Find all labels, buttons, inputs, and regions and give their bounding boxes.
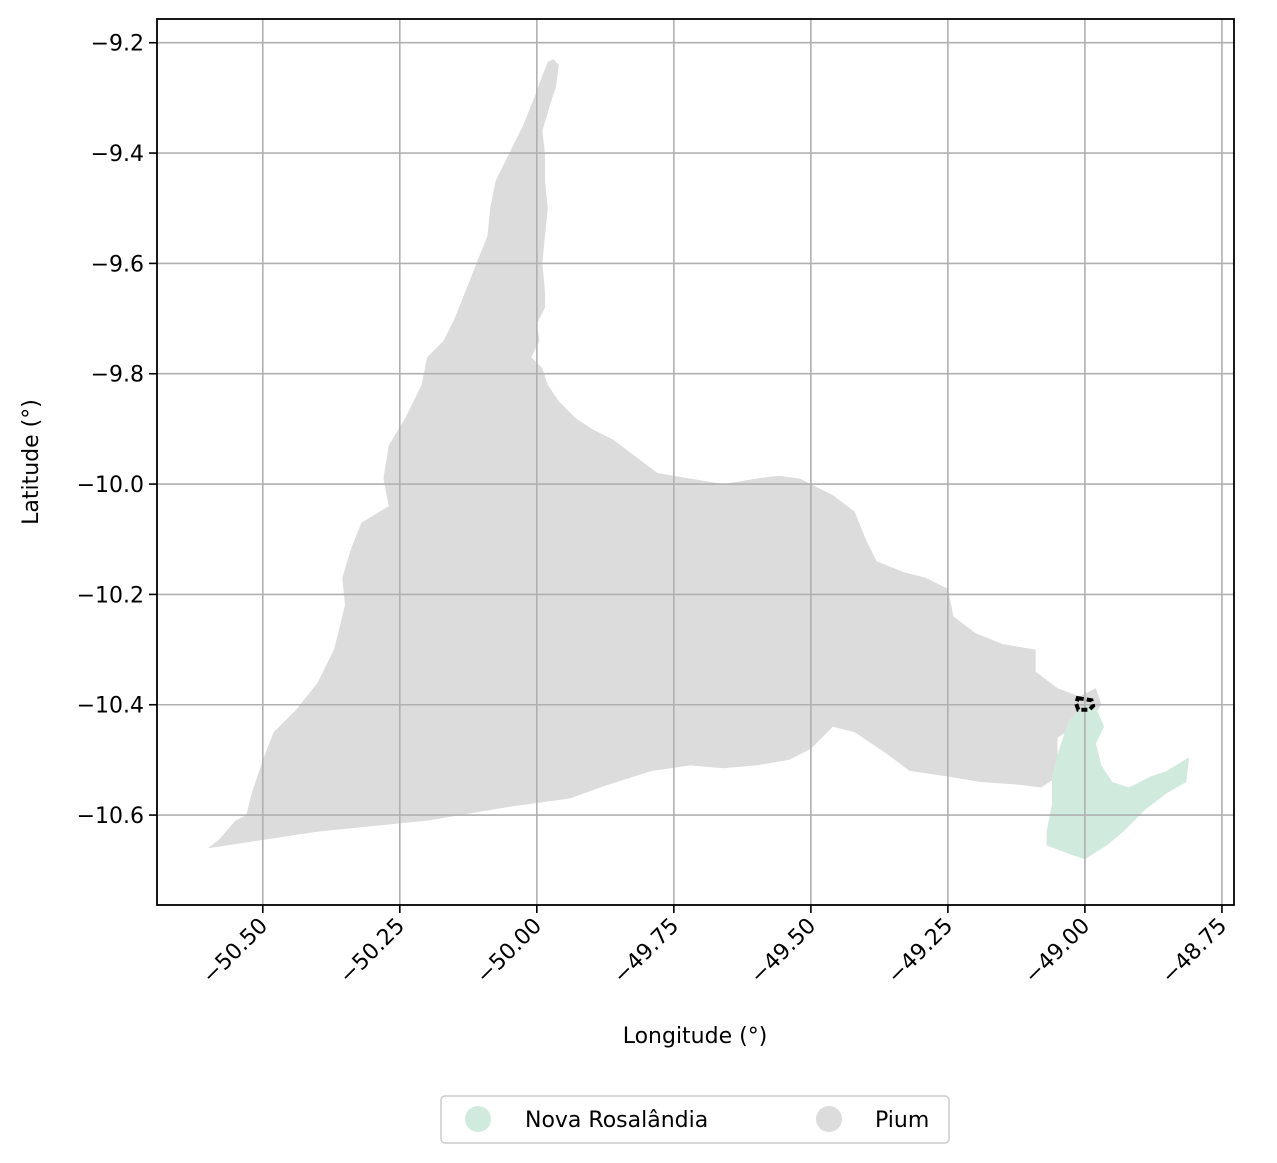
legend-frame (440, 1095, 950, 1144)
y-tick-label: −9.2 (91, 32, 144, 57)
x-tick-label: −49.00 (1020, 914, 1095, 989)
y-axis-label: Latitude (°) (19, 399, 44, 525)
x-axis-ticks: −50.50 −50.25 −50.00 −49.75 −49.50 −49.25 −49.… (198, 905, 1232, 989)
region-layer (208, 59, 1190, 860)
y-tick-label: −9.4 (91, 142, 144, 167)
y-tick-label: −9.8 (91, 363, 144, 388)
legend-marker-nova-rosalandia (465, 1106, 491, 1132)
grid-layer (157, 19, 1234, 905)
legend-marker-pium (816, 1106, 842, 1132)
legend: Nova Rosalândia Pium (440, 1095, 950, 1144)
plot-frame (156, 18, 1235, 906)
x-tick-label: −49.75 (609, 914, 684, 989)
x-tick-label: −49.25 (883, 914, 958, 989)
y-axis-ticks: −9.2 −9.4 −9.6 −9.8 −10.0 −10.2 −10.4 −10.6 (77, 32, 157, 829)
x-tick-label: −49.50 (746, 914, 821, 989)
region-pium (208, 59, 1102, 849)
y-tick-label: −10.4 (77, 694, 144, 719)
y-tick-label: −10.2 (77, 583, 144, 608)
x-tick-label: −50.25 (335, 914, 410, 989)
y-tick-label: −10.6 (77, 804, 144, 829)
highlight-outline-layer (1073, 695, 1096, 712)
x-tick-label: −50.50 (198, 914, 273, 989)
legend-label-pium: Pium (875, 1108, 929, 1133)
region-nova-rosalandia (1046, 704, 1190, 860)
legend-label-nova-rosalandia: Nova Rosalândia (525, 1108, 708, 1133)
y-tick-label: −10.0 (77, 473, 144, 498)
x-tick-label: −48.75 (1157, 914, 1232, 989)
highlight-outline (1073, 695, 1096, 712)
x-axis-label: Longitude (°) (623, 1024, 768, 1049)
x-tick-label: −50.00 (472, 914, 547, 989)
y-tick-label: −9.6 (91, 252, 144, 277)
